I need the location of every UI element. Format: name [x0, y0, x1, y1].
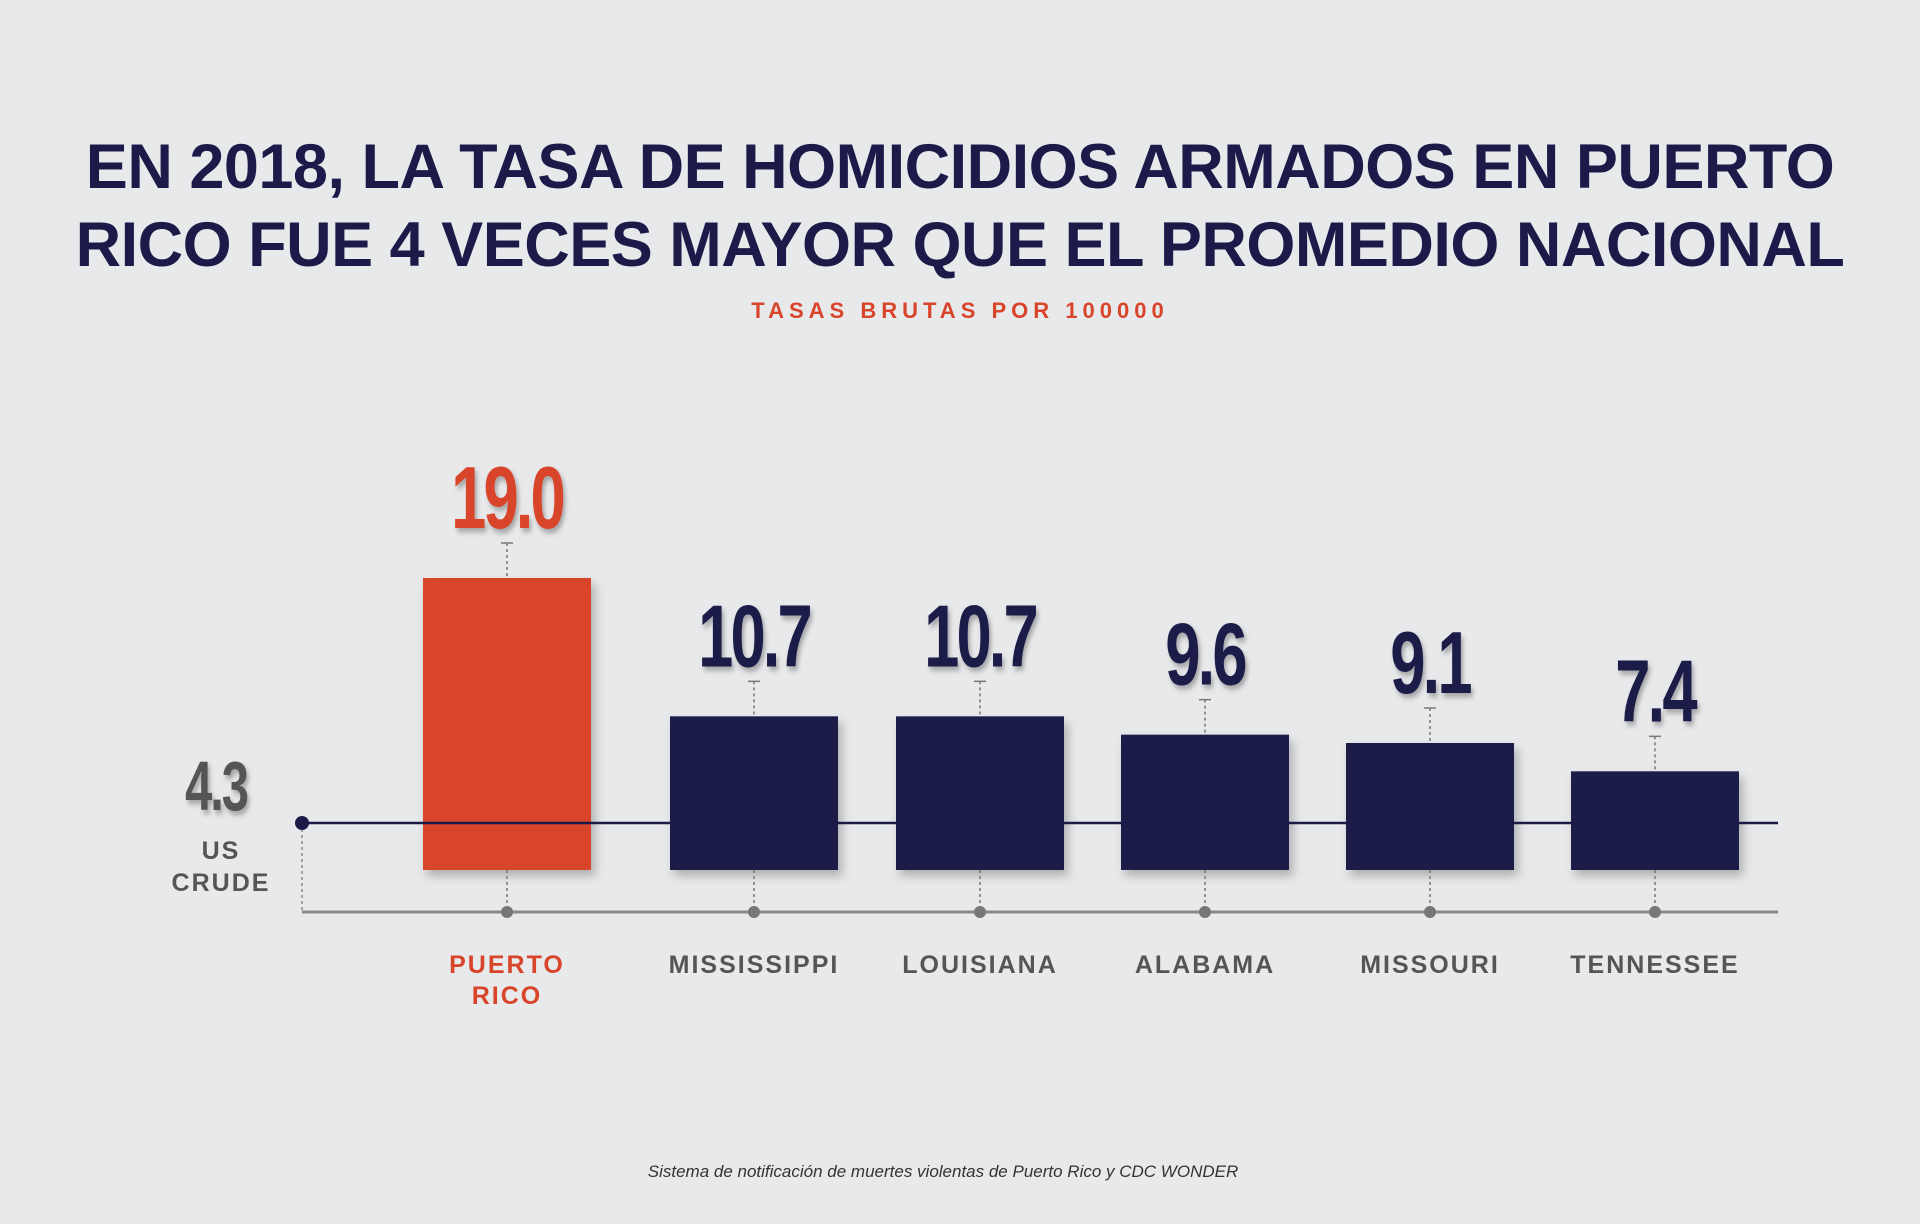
bar-alabama: [1121, 734, 1289, 870]
category-label-puerto-rico-line-1: PUERTO: [449, 951, 565, 979]
category-label-tennessee: TENNESSEE: [1570, 951, 1739, 979]
value-label-mississippi: 10.7: [698, 588, 810, 686]
reference-label-line-2: CRUDE: [172, 869, 271, 897]
category-label-louisiana: LOUISIANA: [902, 951, 1058, 979]
value-label-tennessee: 7.4: [1615, 643, 1698, 741]
source-note: Sistema de notificación de muertes viole…: [647, 1162, 1239, 1181]
chart-title-line-2: RICO FUE 4 VECES MAYOR QUE EL PROMEDIO N…: [75, 210, 1845, 280]
bar-mississippi: [670, 716, 838, 870]
reference-dot: [295, 816, 309, 830]
chart-subtitle: TASAS BRUTAS POR 100000: [751, 298, 1169, 323]
bar-tennessee: [1571, 771, 1739, 870]
value-label-puerto-rico: 19.0: [451, 450, 563, 548]
chart-layer: 19.0 PUERTO RICO 10.7 MISSISSIPPI 10.7 LOUISIA…: [172, 450, 1778, 1010]
category-label-mississippi: MISSISSIPPI: [669, 951, 840, 979]
axis-dot-puerto-rico: [501, 906, 513, 918]
category-label-puerto-rico-line-2: RICO: [472, 982, 543, 1010]
reference-label-line-1: US: [202, 837, 241, 865]
axis-dot-missouri: [1424, 906, 1436, 918]
category-label-missouri: MISSOURI: [1360, 951, 1500, 979]
bar-puerto-rico: [423, 578, 591, 870]
value-label-alabama: 9.6: [1165, 607, 1245, 705]
chart-title-line-1: EN 2018, LA TASA DE HOMICIDIOS ARMADOS E…: [85, 132, 1835, 202]
axis-dot-tennessee: [1649, 906, 1661, 918]
bar-missouri: [1346, 743, 1514, 870]
axis-dot-mississippi: [748, 906, 760, 918]
value-label-missouri: 9.1: [1390, 615, 1471, 713]
axis-dot-alabama: [1199, 906, 1211, 918]
value-label-louisiana: 10.7: [924, 588, 1036, 686]
reference-value-label: 4.3: [185, 746, 248, 825]
chart-title: EN 2018, LA TASA DE HOMICIDIOS ARMADOS E…: [0, 128, 1920, 284]
category-label-alabama: ALABAMA: [1135, 951, 1275, 979]
axis-dot-louisiana: [974, 906, 986, 918]
bar-louisiana: [896, 716, 1064, 870]
